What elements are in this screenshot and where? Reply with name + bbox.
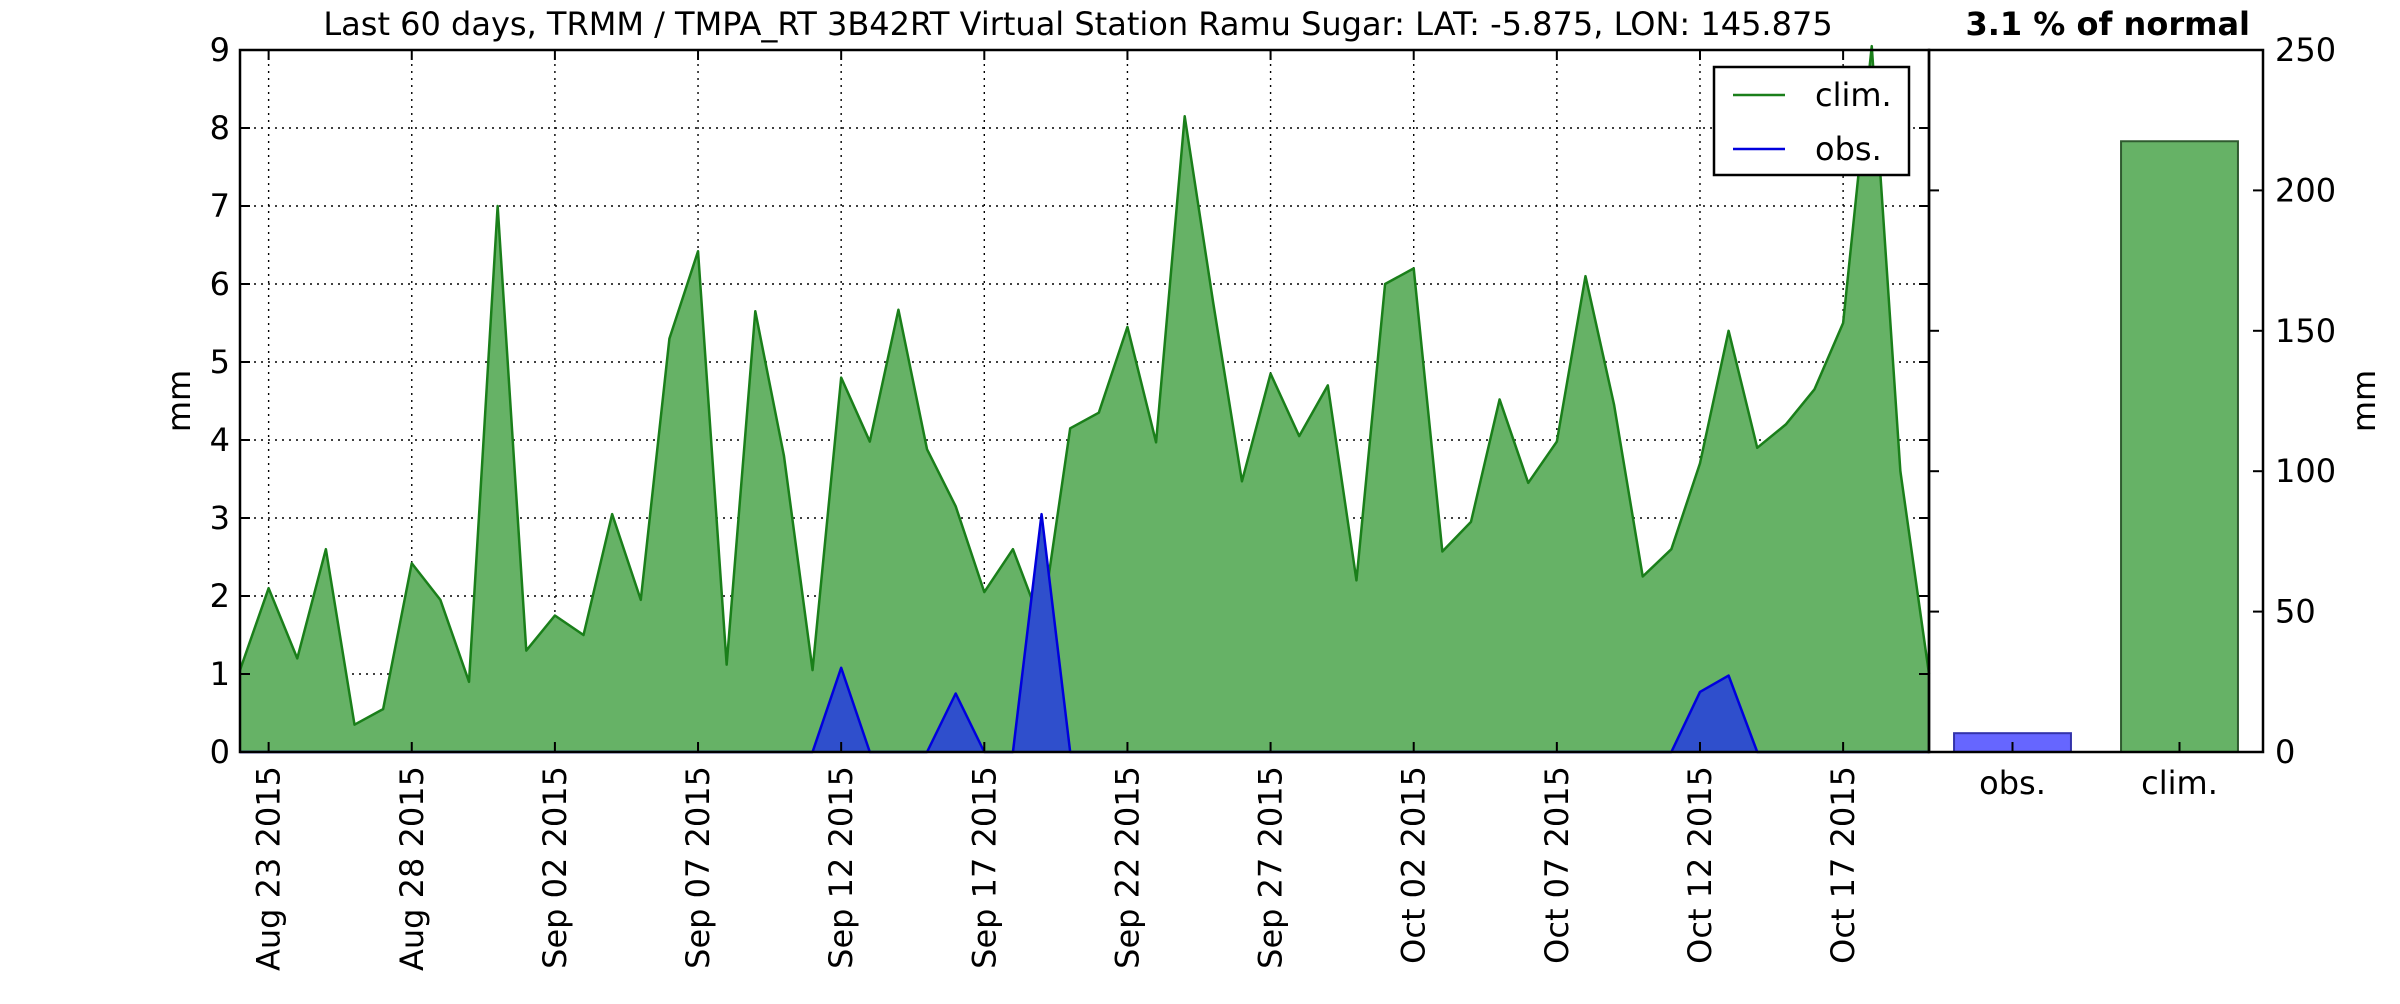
bar-category-label: clim. <box>2141 764 2218 802</box>
y-tick-label: 5 <box>210 343 230 381</box>
y-tick-label: 4 <box>210 421 230 459</box>
bar-y-axis-label: mm <box>2345 370 2383 432</box>
series-area-clim <box>240 46 1929 753</box>
x-tick-label: Aug 23 2015 <box>250 766 288 971</box>
x-tick-label: Sep 02 2015 <box>536 766 574 969</box>
bar-y-tick-label: 50 <box>2275 593 2316 631</box>
main-x-axis: Aug 23 2015 Aug 28 2015 Sep 02 2015 Sep 07 … <box>250 50 1862 971</box>
main-y-axis-label: mm <box>160 370 198 432</box>
y-tick-label: 9 <box>210 31 230 69</box>
series-line-clim <box>238 44 1931 726</box>
bar-y-tick-label: 100 <box>2275 452 2336 490</box>
bar-y-axis: 0 50 100 150 200 250 <box>1929 31 2336 771</box>
bar-category-label: obs. <box>1979 764 2046 802</box>
bar-plot-area <box>1953 140 2239 754</box>
x-tick-label: Oct 17 2015 <box>1824 766 1862 964</box>
y-tick-label: 1 <box>210 655 230 693</box>
y-tick-label: 3 <box>210 499 230 537</box>
x-tick-label: Oct 02 2015 <box>1395 766 1433 964</box>
x-tick-label: Sep 27 2015 <box>1252 766 1290 969</box>
bar-y-tick-label: 200 <box>2275 171 2336 209</box>
legend-label-obs: obs. <box>1815 130 1882 168</box>
legend-box <box>1712 65 1911 177</box>
legend-label-clim: clim. <box>1815 76 1892 114</box>
main-plot-area <box>238 44 1931 754</box>
x-tick-label: Sep 07 2015 <box>679 766 717 969</box>
x-tick-label: Sep 17 2015 <box>965 766 1003 969</box>
bar-y-tick-label: 250 <box>2275 31 2336 69</box>
x-tick-label: Aug 28 2015 <box>393 766 431 971</box>
bar-y-tick-label: 150 <box>2275 312 2336 350</box>
main-chart-title: Last 60 days, TRMM / TMPA_RT 3B42RT Virt… <box>323 5 1832 43</box>
x-tick-label: Sep 22 2015 <box>1108 766 1146 969</box>
y-tick-label: 7 <box>210 187 230 225</box>
bar-plot-frame <box>1927 48 2265 754</box>
y-tick-label: 2 <box>210 577 230 615</box>
percent-of-normal-title: 3.1 % of normal <box>1965 5 2250 43</box>
bar-x-axis: obs. clim. <box>1979 742 2218 802</box>
legend: clim. obs. <box>1712 65 1911 177</box>
y-tick-label: 6 <box>210 265 230 303</box>
y-tick-label: 8 <box>210 109 230 147</box>
x-tick-label: Oct 07 2015 <box>1538 766 1576 964</box>
bar-clim <box>2120 140 2239 753</box>
x-tick-label: Sep 12 2015 <box>822 766 860 969</box>
bar-y-tick-label: 0 <box>2275 733 2295 771</box>
x-tick-label: Oct 12 2015 <box>1681 766 1719 964</box>
main-y-axis: 0 1 2 3 4 5 6 7 8 9 <box>210 31 1929 771</box>
y-tick-label: 0 <box>210 733 230 771</box>
